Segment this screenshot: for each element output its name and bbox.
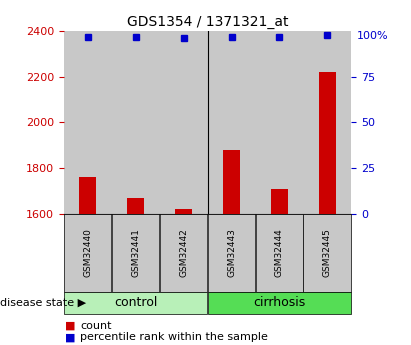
Bar bbox=[208, 31, 256, 214]
Text: count: count bbox=[80, 321, 112, 331]
Bar bbox=[223, 150, 240, 214]
Text: ■: ■ bbox=[65, 321, 75, 331]
Text: GSM32442: GSM32442 bbox=[179, 228, 188, 277]
Text: GSM32444: GSM32444 bbox=[275, 228, 284, 277]
Text: GSM32445: GSM32445 bbox=[323, 228, 332, 277]
Bar bbox=[64, 31, 112, 214]
Bar bbox=[256, 31, 303, 214]
Bar bbox=[127, 198, 144, 214]
Text: GSM32441: GSM32441 bbox=[131, 228, 140, 277]
Text: ■: ■ bbox=[65, 333, 75, 342]
Text: cirrhosis: cirrhosis bbox=[253, 296, 306, 309]
Bar bbox=[303, 31, 351, 214]
Bar bbox=[175, 209, 192, 214]
Bar bbox=[79, 177, 96, 214]
Bar bbox=[112, 31, 159, 214]
Title: GDS1354 / 1371321_at: GDS1354 / 1371321_at bbox=[127, 14, 288, 29]
Text: percentile rank within the sample: percentile rank within the sample bbox=[80, 333, 268, 342]
Bar bbox=[271, 189, 288, 214]
Text: disease state ▶: disease state ▶ bbox=[0, 298, 86, 308]
Text: GSM32440: GSM32440 bbox=[83, 228, 92, 277]
Bar bbox=[319, 72, 336, 214]
Bar bbox=[159, 31, 208, 214]
Text: 100%: 100% bbox=[357, 31, 389, 41]
Text: control: control bbox=[114, 296, 157, 309]
Text: GSM32443: GSM32443 bbox=[227, 228, 236, 277]
